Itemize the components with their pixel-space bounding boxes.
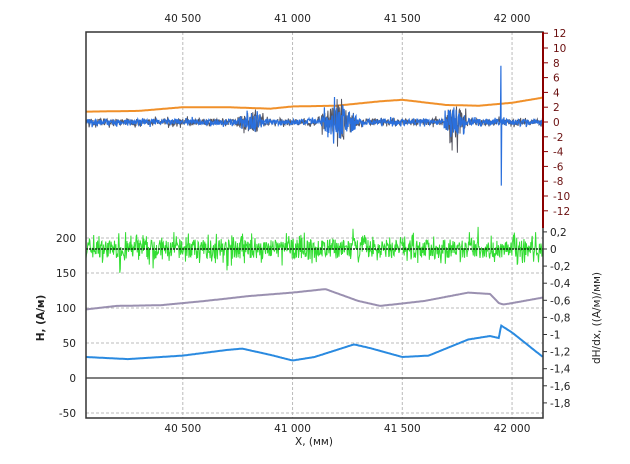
series-dhdx xyxy=(85,226,544,273)
y2-tick-label: -1 xyxy=(550,330,560,342)
y2-tick-label: -1,8 xyxy=(550,398,571,410)
series-h-1 xyxy=(85,288,543,311)
top-y-tick-label: -8 xyxy=(553,176,563,188)
x-tick-label-bottom: 41 500 xyxy=(384,423,421,435)
x-tick-label-bottom: 42 000 xyxy=(494,423,531,435)
y2-tick-label: -0,2 xyxy=(550,261,571,273)
y-tick-label: 150 xyxy=(56,268,76,280)
top-y-tick-label: 2 xyxy=(553,102,560,114)
x-axis-label: X, (мм) xyxy=(295,436,333,448)
x-tick-label-bottom: 40 500 xyxy=(164,423,201,435)
y2-tick-label: 0 xyxy=(550,244,557,256)
top-y-tick-label: 10 xyxy=(553,43,566,55)
y2-tick-label: 0,2 xyxy=(550,227,567,239)
y-tick-label: 200 xyxy=(56,233,76,245)
top-y-tick-label: 0 xyxy=(553,117,560,129)
x-tick-label-top: 41 000 xyxy=(274,13,311,25)
y-tick-label: 100 xyxy=(56,303,76,315)
y-tick-label: 50 xyxy=(63,338,76,350)
x-tick-label-bottom: 41 000 xyxy=(274,423,311,435)
plot-frame xyxy=(85,31,544,419)
top-y-tick-label: -4 xyxy=(553,147,564,159)
y-tick-label: 0 xyxy=(69,373,76,385)
top-y-tick-label: 4 xyxy=(553,87,560,99)
y2-tick-label: -1,2 xyxy=(550,347,571,359)
y2-tick-label: -1,6 xyxy=(550,381,571,393)
top-y-tick-label: 6 xyxy=(553,73,560,85)
top-y-tick-label: 12 xyxy=(553,28,566,40)
series-h-2 xyxy=(86,323,544,362)
y-tick-label: -50 xyxy=(59,408,76,420)
y2-tick-label: -0,8 xyxy=(550,312,571,324)
top-y-tick-label: -10 xyxy=(553,191,570,203)
x-tick-label-top: 42 000 xyxy=(494,13,531,25)
y-axis-label: H, (А/м) xyxy=(35,295,47,342)
top-y-tick-label: -2 xyxy=(553,132,563,144)
y2-tick-label: -1,4 xyxy=(550,364,571,376)
series-top-blue xyxy=(85,65,544,186)
y2-tick-label: -0,4 xyxy=(550,278,571,290)
x-tick-label-top: 41 500 xyxy=(384,13,421,25)
top-y-tick-label: -12 xyxy=(553,206,570,218)
top-y-tick-label: 8 xyxy=(553,58,560,70)
grid xyxy=(86,32,543,418)
series-layer xyxy=(85,65,544,362)
top-y-tick-label: -6 xyxy=(553,161,564,173)
series-top-orange xyxy=(86,96,543,113)
y2-tick-label: -0,6 xyxy=(550,295,571,307)
x-tick-label-top: 40 500 xyxy=(164,13,201,25)
y2-axis-label: dH/dx, ((А/м)/мм) xyxy=(591,272,603,364)
